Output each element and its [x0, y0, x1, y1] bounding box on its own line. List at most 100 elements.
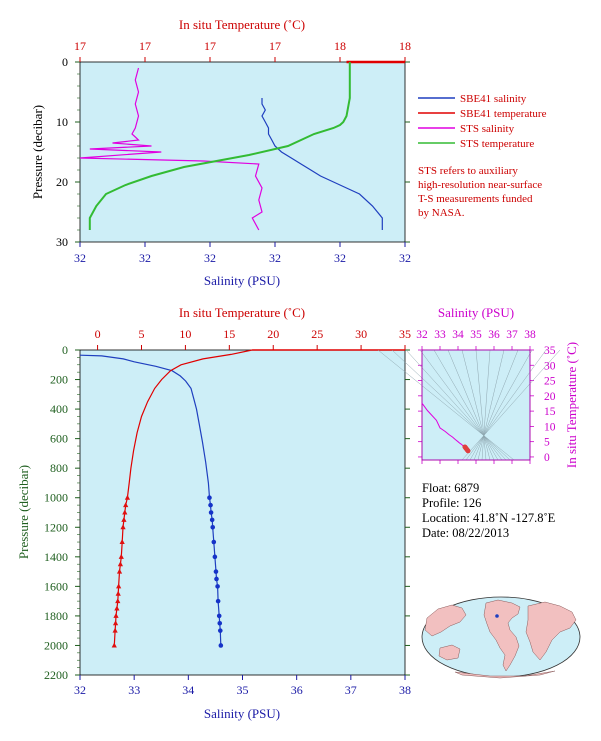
legend: SBE41 salinity SBE41 temperature STS sal…	[418, 93, 547, 219]
bottom-chart-bottom-tick-37: 37	[345, 683, 357, 697]
ts-chart-top-tick-38: 38	[524, 329, 536, 341]
temperature-data-point	[118, 553, 124, 559]
bottom-chart-top-tick-5: 5	[139, 327, 145, 341]
top-chart-y-tick-30: 30	[56, 235, 68, 249]
map-continent-americas	[483, 599, 521, 672]
ts-chart-right-tick-20: 20	[544, 391, 556, 403]
salinity-data-point	[215, 584, 220, 589]
salinity-data-point	[217, 628, 223, 633]
bottom-chart-plot-area	[79, 349, 406, 676]
ts-density-contour	[473, 349, 519, 461]
top-chart-top-tick-4: 17	[269, 39, 281, 53]
ts-density-contour	[475, 349, 487, 461]
bottom-chart-y-tick-200: 200	[50, 373, 68, 387]
temperature-data-point	[115, 598, 121, 604]
ts-chart-top-tick-33: 33	[434, 329, 446, 341]
map-continent-africa-eurasia	[525, 601, 577, 661]
ts-chart-top-axis-title: Salinity (PSU)	[438, 305, 514, 320]
top-chart-top-tick-6: 18	[399, 39, 411, 53]
temperature-data-point	[119, 539, 125, 545]
ts-density-contour	[461, 349, 561, 461]
ts-chart-right-tick-35: 35	[544, 345, 556, 357]
ts-chart-right-tick-15: 15	[544, 406, 556, 418]
salinity-data-point	[209, 517, 215, 523]
bottom-chart-y-tick-1400: 1400	[44, 550, 68, 564]
temperature-data-point	[124, 494, 131, 500]
top-chart-bottom-tick-6: 32	[399, 251, 411, 265]
temperature-data-point	[115, 590, 121, 596]
temperature-data-point	[112, 620, 119, 626]
top-chart-bottom-tick-3: 32	[204, 251, 216, 265]
ts-chart: Salinity (PSU) In situ Temperature (˚C) …	[377, 305, 579, 468]
bottom-chart-tick-marks	[75, 345, 410, 680]
bottom-chart-top-axis-title: In situ Temperature (˚C)	[179, 305, 305, 320]
salinity-data-point	[213, 569, 219, 574]
temperature-data-point	[112, 627, 118, 633]
sts-note-line-2: high-resolution near-surface	[418, 179, 542, 191]
world-map	[421, 596, 581, 679]
sts-note-line-3: T-S measurements funded	[418, 193, 533, 205]
ts-density-contour	[377, 349, 515, 461]
bottom-chart-y-tick-0: 0	[62, 343, 68, 357]
ts-chart-right-axis-title: In situ Temperature (˚C)	[564, 342, 579, 468]
top-chart-y-tick-10: 10	[56, 115, 68, 129]
bottom-chart-bottom-axis-title: Salinity (PSU)	[204, 706, 280, 721]
bottom-chart-top-tick-0: 0	[95, 327, 101, 341]
temperature-data-point	[114, 605, 120, 611]
temperature-data-point	[116, 583, 122, 589]
ts-density-contour	[419, 349, 503, 461]
temperature-data-point	[117, 561, 124, 567]
top-chart-series	[79, 60, 405, 231]
bottom-chart-top-tick-30: 30	[355, 327, 367, 341]
float-info-profile: Profile: 126	[422, 496, 482, 510]
ts-chart-top-tick-37: 37	[506, 329, 518, 341]
bottom-chart-top-tick-10: 10	[179, 327, 191, 341]
salinity-data-point	[217, 620, 223, 626]
top-chart-line-sts-temperature	[88, 62, 351, 230]
top-chart-y-tick-0: 0	[62, 55, 68, 69]
ts-chart-right-tick-25: 25	[544, 376, 556, 388]
top-chart-line-sts-salinity	[79, 67, 263, 231]
top-chart-top-tick-1: 17	[74, 39, 86, 53]
salinity-data-point	[218, 643, 224, 648]
ts-density-contour	[447, 349, 495, 461]
sts-note-line-1: STS refers to auxiliary	[418, 165, 518, 177]
top-chart-y-axis-title: Pressure (decibar)	[30, 105, 45, 199]
bottom-chart: In situ Temperature (˚C) Salinity (PSU) …	[16, 305, 411, 721]
salinity-data-point	[207, 495, 212, 501]
temperature-data-point	[120, 524, 126, 530]
ts-density-contour	[433, 349, 499, 461]
map-float-location-marker	[495, 614, 499, 618]
ts-density-contour	[477, 349, 505, 461]
top-chart-bottom-axis-title: Salinity (PSU)	[204, 273, 280, 288]
top-chart-top-tick-5: 18	[334, 39, 346, 53]
ts-density-contour	[465, 349, 547, 461]
temperature-data-point	[111, 642, 117, 648]
top-chart-bottom-tick-2: 32	[139, 251, 151, 265]
salinity-data-point	[216, 613, 222, 619]
float-info-date: Date: 08/22/2013	[422, 526, 510, 540]
ts-density-contour	[461, 349, 491, 461]
bottom-chart-bottom-tick-38: 38	[399, 683, 411, 697]
bottom-chart-y-tick-600: 600	[50, 432, 68, 446]
ts-density-contour	[481, 349, 491, 461]
salinity-data-point	[208, 502, 213, 508]
legend-label-sts-temperature: STS temperature	[460, 138, 534, 150]
bottom-chart-series	[79, 349, 405, 648]
ts-chart-right-tick-0: 0	[544, 452, 550, 464]
legend-label-sts-salinity: STS salinity	[460, 123, 515, 135]
temperature-data-point	[116, 568, 123, 574]
ts-profile-line	[421, 402, 465, 447]
temperature-data-point	[121, 516, 127, 522]
bottom-chart-top-tick-25: 25	[311, 327, 323, 341]
bottom-chart-y-tick-400: 400	[50, 402, 68, 416]
map-antarctica	[454, 670, 556, 679]
ts-chart-frame	[421, 349, 531, 461]
temperature-data-point	[123, 502, 129, 508]
bottom-chart-top-tick-20: 20	[267, 327, 279, 341]
top-chart-bottom-tick-5: 32	[334, 251, 346, 265]
top-chart-plot-area	[79, 61, 406, 243]
ts-chart-top-tick-34: 34	[452, 329, 464, 341]
top-chart-line-sbe41-salinity	[261, 98, 383, 230]
salinity-data-point	[214, 576, 219, 582]
